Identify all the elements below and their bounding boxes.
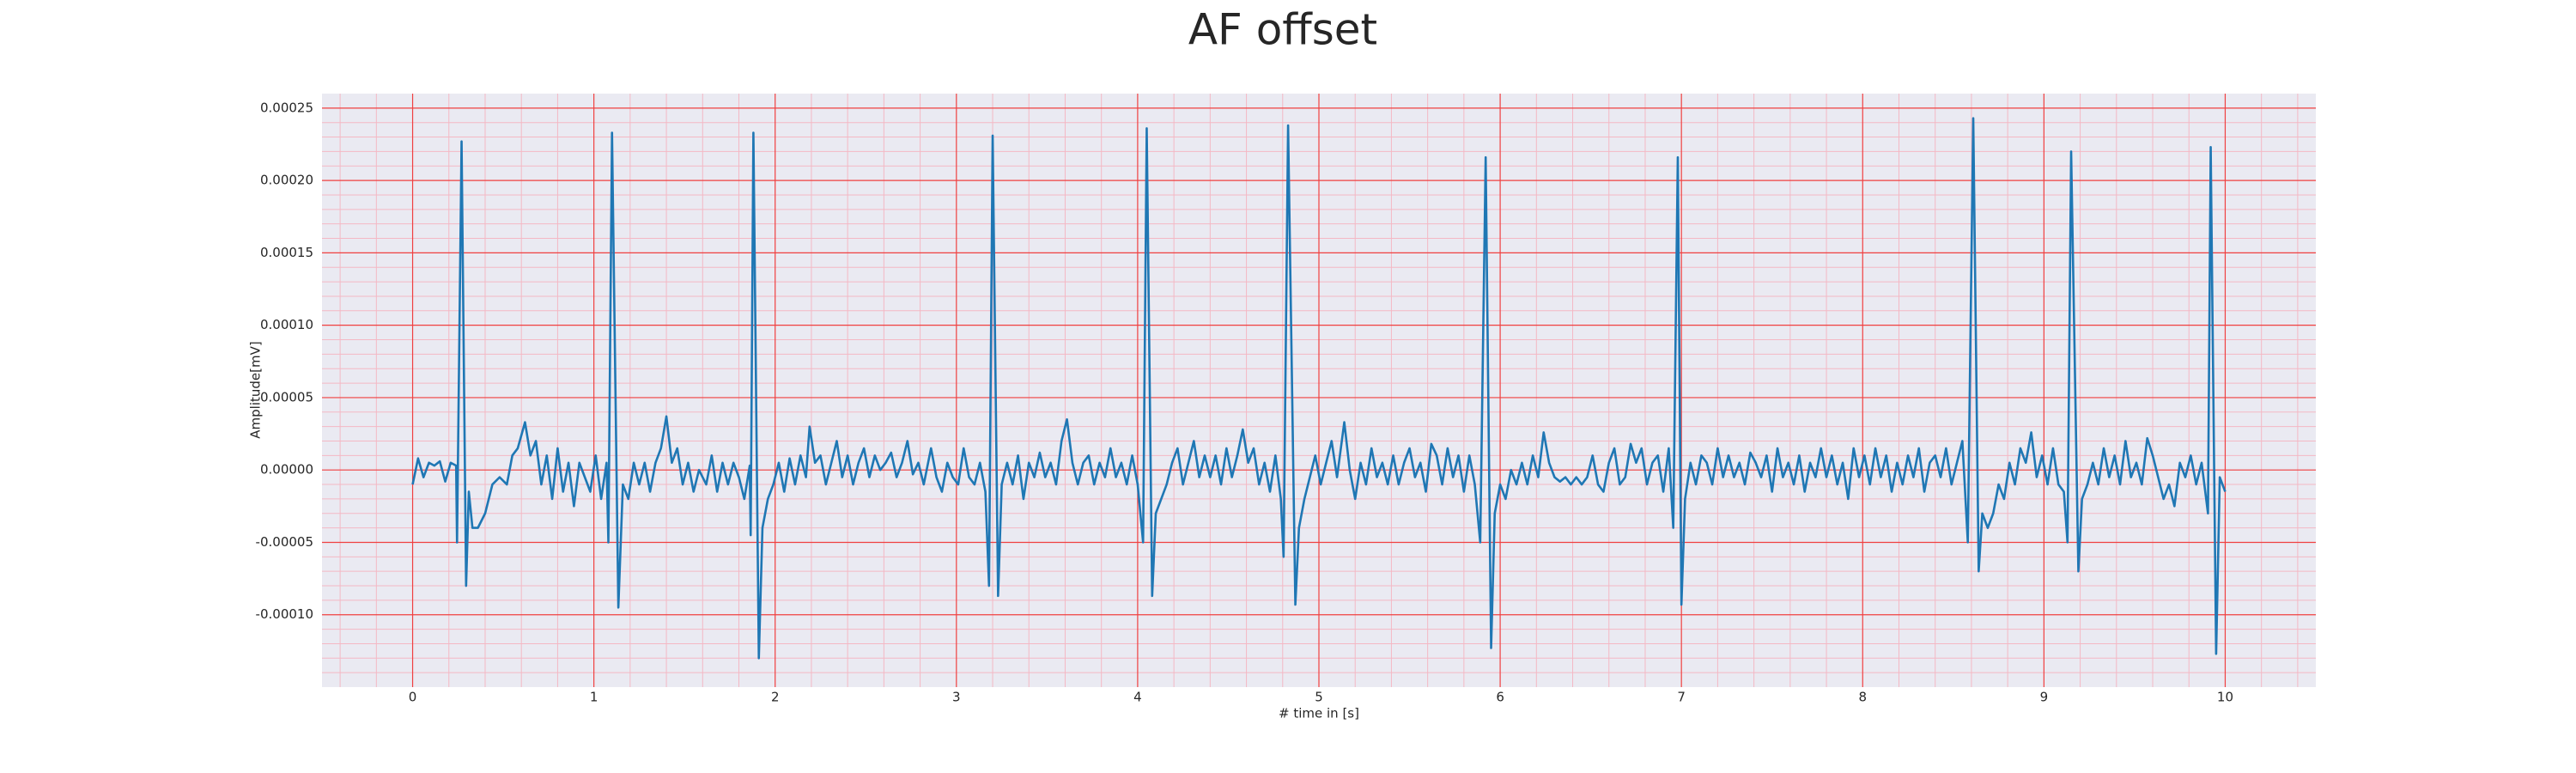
x-tick-label: 1 [590,690,598,705]
x-tick-label: 2 [771,690,780,705]
y-tick-label: 0.00025 [260,100,313,115]
x-tick-label: 4 [1133,690,1142,705]
chart-title: AF offset [1188,5,1377,55]
y-tick-label: 0.00005 [260,389,313,405]
x-tick-label: 8 [1858,690,1867,705]
y-tick-label: 0.00010 [260,317,313,332]
y-tick-label: -0.00010 [256,606,313,622]
y-tick-label: 0.00015 [260,245,313,260]
data-line [411,117,2227,660]
y-tick-label: 0.00000 [260,462,313,478]
x-tick-label: 3 [952,690,961,705]
x-tick-label: 5 [1315,690,1323,705]
y-tick-label: 0.00020 [260,173,313,188]
x-tick-label: 10 [2217,690,2233,705]
y-tick-label: -0.00005 [256,534,313,550]
x-axis-label: # time in [s] [1279,706,1359,721]
y-axis-label: Amplitude[mV] [248,341,264,438]
x-tick-label: 6 [1496,690,1504,705]
x-tick-label: 9 [2040,690,2049,705]
x-tick-label: 0 [409,690,417,705]
x-tick-label: 7 [1677,690,1686,705]
